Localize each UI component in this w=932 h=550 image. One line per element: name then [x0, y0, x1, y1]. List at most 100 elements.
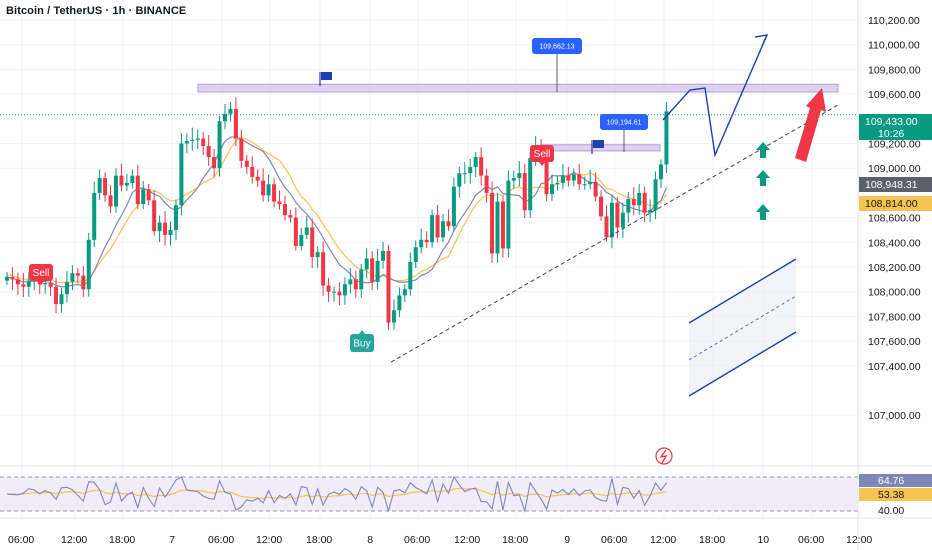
candle [446, 209, 451, 231]
candle [59, 287, 64, 313]
candle-body [381, 250, 386, 261]
mid-price-tag-bg [859, 177, 932, 192]
buy-label: Buy [353, 339, 370, 350]
candle-body [631, 199, 636, 206]
candle [157, 215, 162, 243]
rsi-value-tag: 64.76 [878, 475, 904, 487]
candle [282, 195, 287, 221]
candle [141, 181, 146, 209]
rsi-level-label: 40.00 [878, 505, 904, 517]
candle-body [626, 199, 631, 213]
price-tick-label: 109,600.00 [868, 89, 921, 101]
rsi-ma-tag: 53.38 [878, 489, 904, 501]
candle-body [173, 205, 178, 230]
candle [664, 101, 669, 173]
candle-body [168, 229, 173, 235]
ma-yellow-line [6, 136, 668, 284]
candle [277, 190, 282, 210]
candle [304, 215, 309, 240]
candle-body [659, 164, 663, 180]
candle-body [664, 111, 669, 165]
price-tick-label: 110,200.00 [868, 15, 920, 27]
candle-body [26, 280, 31, 287]
candle [419, 228, 424, 254]
sell-pointer [38, 281, 44, 285]
candle-body [609, 202, 614, 238]
candle [342, 277, 347, 305]
price-tick-label: 109,000.00 [868, 163, 921, 175]
candle-body [370, 258, 375, 282]
candle [124, 173, 129, 192]
candle-body [228, 108, 233, 114]
candle [195, 129, 200, 150]
candle-body [593, 181, 598, 197]
candle [86, 233, 91, 297]
candle-body [637, 192, 642, 206]
candle-body [261, 180, 266, 196]
time-tick-label: 12:00 [61, 534, 87, 546]
candle-body [244, 160, 249, 167]
candle [604, 205, 609, 242]
price-tick-label: 107,600.00 [868, 336, 921, 348]
time-tick-label: 06:00 [601, 534, 627, 546]
candle-body [506, 180, 511, 249]
candle [184, 133, 189, 154]
time-axis[interactable]: 06:00 12:00 18:00 7 06:00 12:00 18:00 8 06:00 12:… [8, 534, 872, 546]
candle [299, 227, 304, 251]
candle [468, 158, 473, 184]
target-mid-callout-bg [600, 114, 648, 130]
candle [266, 174, 271, 202]
candle-body [310, 227, 315, 258]
price-tick-label: 110,000.00 [868, 40, 920, 52]
resistance-zone [197, 83, 839, 93]
candle [381, 241, 386, 269]
candle [571, 168, 576, 187]
candle [588, 169, 593, 190]
channel-upper [688, 258, 797, 324]
candle [103, 172, 108, 203]
candle-body [293, 217, 298, 247]
candle [173, 199, 178, 241]
candle-body [146, 189, 151, 201]
price-axis[interactable]: 110,200.00 110,000.00 109,800.00 109,600.00… [859, 15, 932, 517]
candle [206, 134, 211, 166]
candle-body [588, 181, 593, 185]
candle-body [495, 201, 500, 254]
price-tick-label: 108,400.00 [868, 237, 921, 249]
ma-blue-line [6, 136, 668, 288]
time-tick-label: 12:00 [454, 534, 480, 546]
candle-body [54, 286, 59, 305]
candle [315, 246, 320, 268]
rsi-line [6, 475, 667, 514]
candle-body [223, 113, 227, 122]
candle-body [163, 222, 168, 235]
candle [348, 268, 353, 294]
candle [435, 204, 440, 243]
time-tick-label: 18:00 [699, 534, 725, 546]
candle [370, 251, 375, 290]
price-tick-label: 109,800.00 [868, 64, 921, 76]
candle-body [604, 216, 609, 238]
candle [413, 240, 418, 269]
candle [424, 231, 429, 248]
candle [408, 252, 413, 296]
candle [119, 163, 124, 192]
candle-body [124, 183, 129, 186]
candle-body [413, 247, 418, 263]
price-tick-label: 107,800.00 [868, 311, 921, 323]
candle-body [255, 176, 260, 181]
candle-body [299, 234, 304, 247]
candle-body [446, 221, 451, 227]
target-top-callout: 109,662.13 [539, 43, 574, 50]
candle-body [468, 166, 473, 174]
candle-body [326, 285, 331, 292]
candle-body [64, 281, 69, 295]
current-price-tag-bg [859, 114, 932, 140]
candle-body [201, 138, 206, 146]
candle-body [648, 210, 653, 213]
candle-body [48, 283, 53, 287]
candle-body [566, 175, 571, 181]
candle-body [272, 184, 277, 202]
candle [152, 190, 157, 236]
